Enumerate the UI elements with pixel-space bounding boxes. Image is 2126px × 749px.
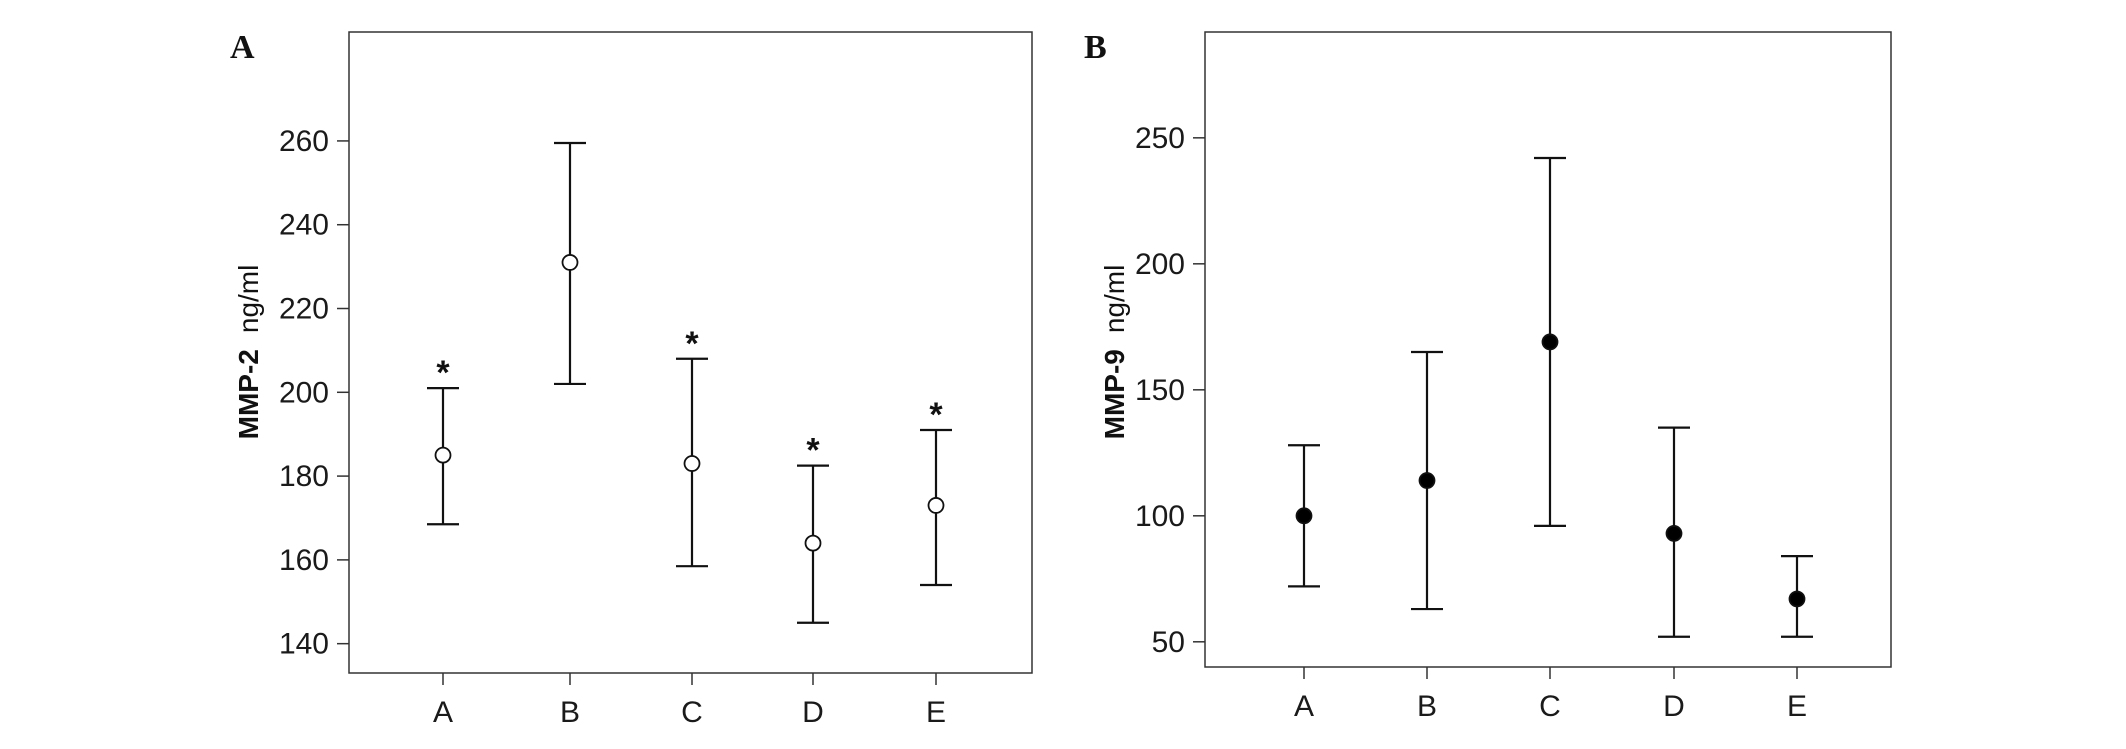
significance-marker: * — [929, 396, 943, 434]
panel-a-x-tick-label: C — [681, 696, 703, 729]
panel-a-y-axis: 140 160 180 200 220 240 260 — [279, 125, 349, 661]
panel-b-errorbar-B — [1411, 350, 1443, 611]
data-point — [1665, 525, 1683, 542]
panel-b-plot-frame — [1204, 31, 1892, 668]
panel-b-errorbar-A — [1288, 444, 1320, 588]
panel-b-x-tick-label: C — [1539, 690, 1561, 723]
panel-a-y-axis-label-unit: ng/ml — [233, 265, 264, 333]
data-point — [683, 455, 701, 472]
panel-b-errorbar-E — [1781, 555, 1813, 638]
panel-b-y-tick-label: 150 — [1135, 374, 1185, 407]
panel-a-y-tick-label: 260 — [279, 125, 329, 158]
panel-a-errorbar-A: * — [427, 354, 459, 526]
panel-b-errorbar-D — [1658, 426, 1690, 638]
panel-a-y-tick-label: 200 — [279, 376, 329, 409]
panel-a-x-tick-label: E — [926, 696, 946, 729]
data-point — [927, 497, 945, 514]
panel-a-errorbar-D: * — [797, 432, 829, 624]
panel-a-x-axis: A B C D E — [433, 673, 946, 729]
significance-marker: * — [436, 354, 450, 392]
data-point — [561, 254, 579, 271]
panel-b-y-tick-label: 250 — [1135, 122, 1185, 155]
panel-a-x-tick-label: A — [433, 696, 453, 729]
panel-a-x-tick-label: D — [802, 696, 824, 729]
panel-a-errorbar-B — [554, 141, 586, 386]
data-point — [1295, 507, 1313, 525]
data-point — [1541, 333, 1559, 351]
panel-b-y-tick-label: 200 — [1135, 248, 1185, 281]
panel-b-x-tick-label: D — [1663, 690, 1685, 723]
panel-b-y-axis: 50 100 150 200 250 — [1135, 122, 1205, 659]
panel-b-x-tick-label: B — [1417, 690, 1437, 723]
panel-b-errorbar-C — [1534, 156, 1566, 527]
panel-b-y-tick-label: 100 — [1135, 500, 1185, 533]
panel-a-y-axis-label-main: MMP-2 — [233, 349, 264, 439]
panel-b-marks — [1288, 156, 1813, 638]
panel-a-y-tick-label: 240 — [279, 209, 329, 242]
panel-a-y-tick-label: 220 — [279, 293, 329, 326]
panel-a-marks: * * * * — [427, 141, 952, 624]
panel-a-x-tick-label: B — [560, 696, 580, 729]
panel-b-y-axis-label-unit: ng/ml — [1099, 265, 1130, 333]
data-point — [1418, 472, 1436, 489]
panel-a-letter: A — [230, 29, 255, 66]
significance-marker: * — [806, 432, 820, 470]
panel-b: B MMP-9 ng/ml 50 100 150 200 250 A B C D E — [1084, 29, 1892, 723]
panel-a-errorbar-C: * — [676, 325, 708, 568]
panel-b-x-axis: A B C D E — [1294, 667, 1807, 723]
panel-b-y-axis-label-main: MMP-9 — [1099, 349, 1130, 439]
panel-a-y-tick-label: 160 — [279, 544, 329, 577]
panel-b-letter: B — [1084, 29, 1107, 66]
panel-b-x-tick-label: A — [1294, 690, 1314, 723]
significance-marker: * — [685, 325, 699, 363]
panel-a-y-axis-label: MMP-2 ng/ml — [233, 265, 264, 440]
panel-b-x-tick-label: E — [1787, 690, 1807, 723]
panel-a-errorbar-E: * — [920, 396, 952, 587]
panel-a-plot-frame — [348, 31, 1033, 674]
svg-text:MMP-9ng/ml: MMP-9 ng/ml — [1099, 265, 1130, 440]
data-point — [1788, 590, 1806, 608]
panel-a-y-tick-label: 140 — [279, 628, 329, 661]
data-point — [804, 534, 822, 552]
panel-b-y-axis-label: MMP-9 ng/ml — [1099, 265, 1130, 440]
data-point — [434, 446, 452, 464]
panel-b-y-tick-label: 50 — [1152, 626, 1185, 659]
panel-a: A MMP-2 ng/ml 140 160 180 200 220 240 260 A B C D E… — [230, 29, 1033, 729]
svg-text:MMP-2ng/ml: MMP-2 ng/ml — [233, 265, 264, 440]
panel-a-y-tick-label: 180 — [279, 460, 329, 493]
